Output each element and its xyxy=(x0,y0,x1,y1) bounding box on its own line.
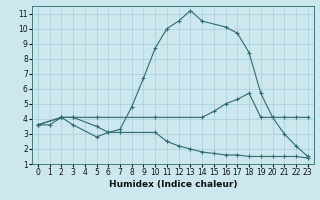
X-axis label: Humidex (Indice chaleur): Humidex (Indice chaleur) xyxy=(108,180,237,189)
